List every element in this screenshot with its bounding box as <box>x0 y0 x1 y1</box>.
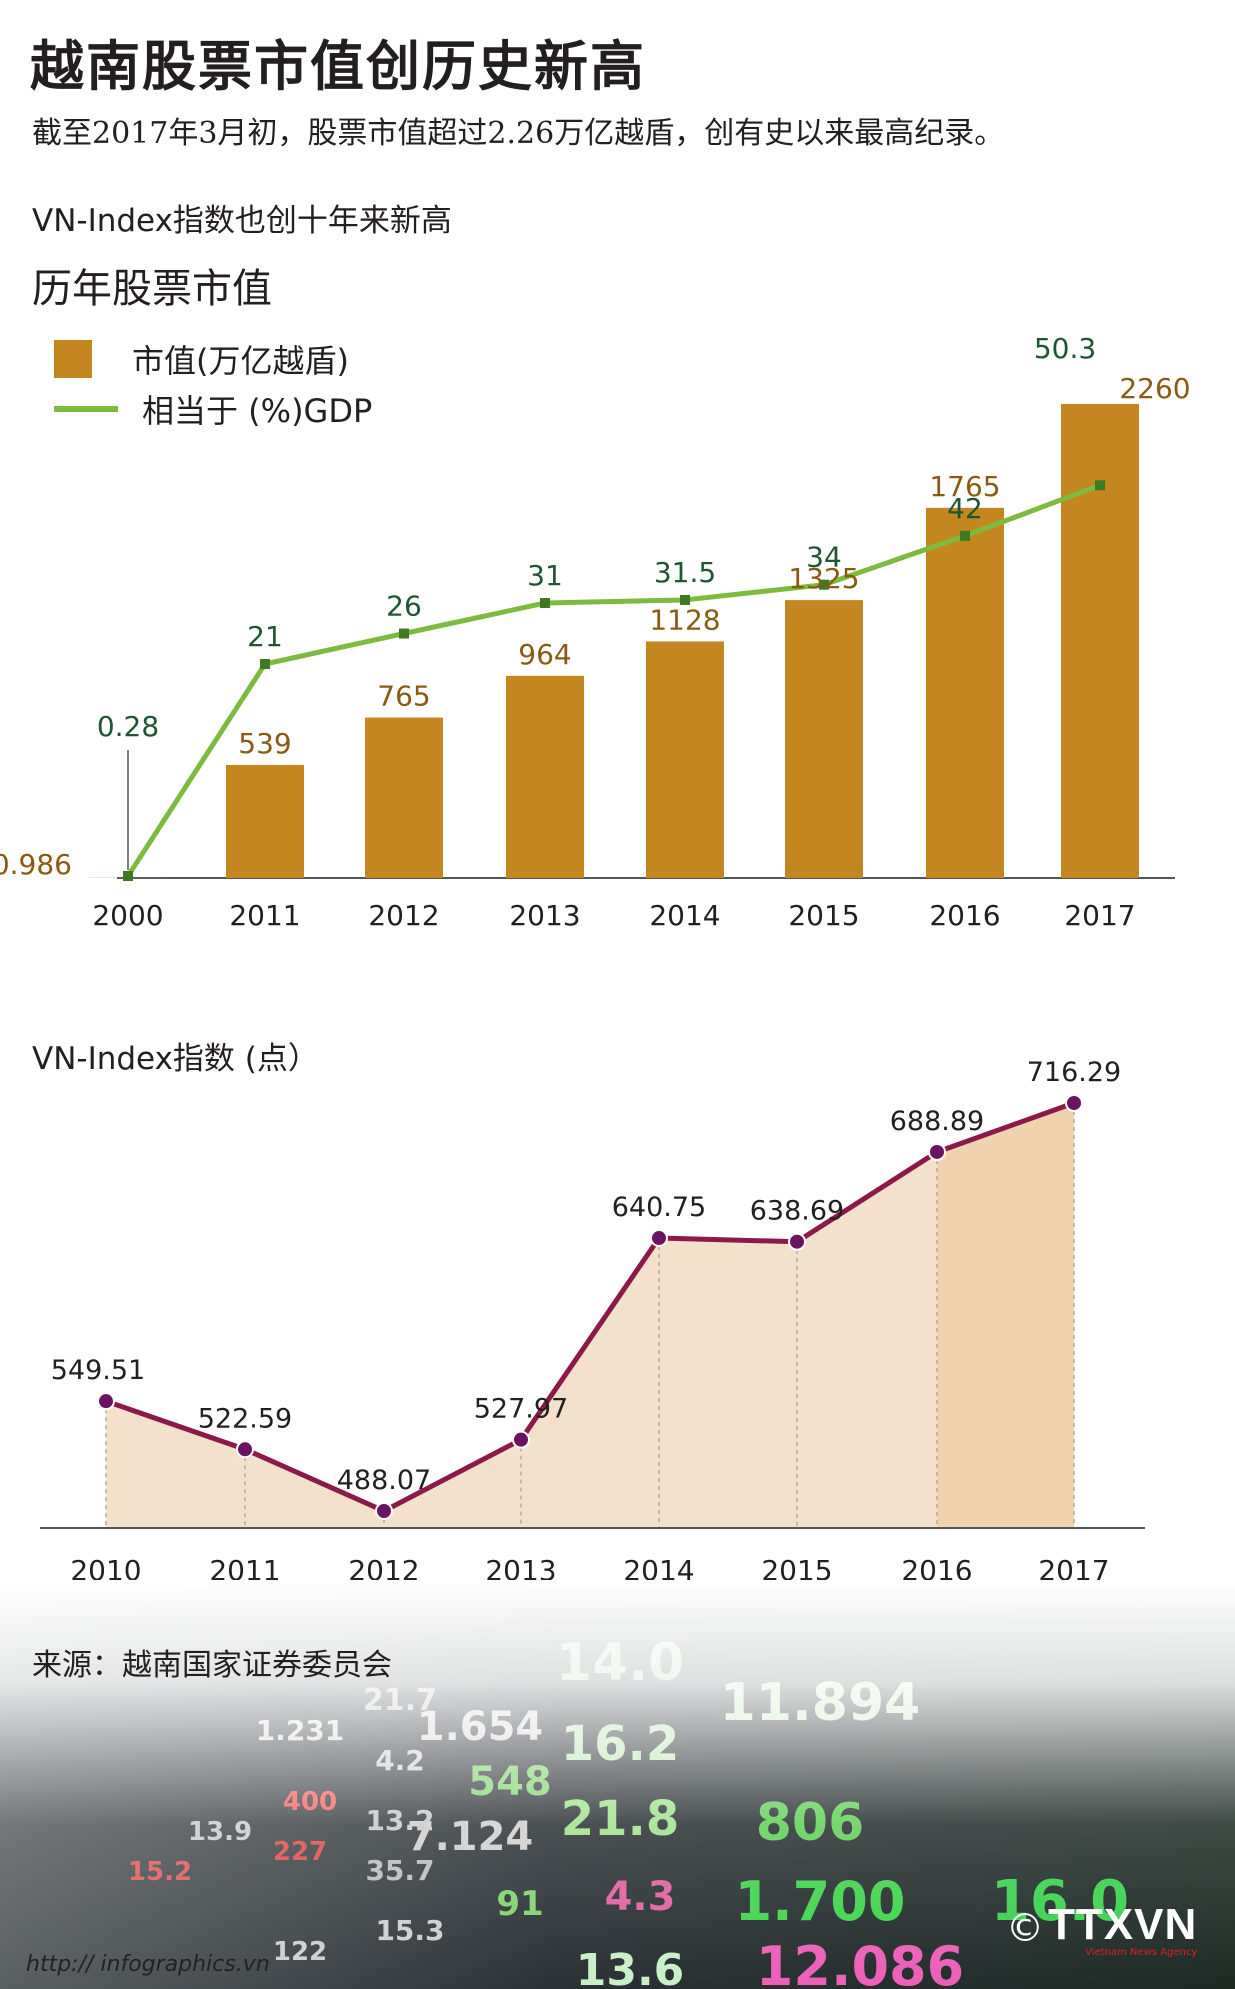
gdp-marker <box>123 871 133 881</box>
vn-index-value-label: 716.29 <box>1027 1057 1121 1088</box>
vn-index-marker <box>512 1430 530 1449</box>
x-tick-label: 2017 <box>1064 899 1135 932</box>
vn-index-marker <box>928 1142 946 1161</box>
stock-board-background: 14.011.8941.65416.254821.88067.1241.7001… <box>0 1580 1235 1989</box>
gdp-value-label: 26 <box>386 590 422 623</box>
x-tick-label: 2011 <box>229 899 300 932</box>
logo-text: TTXVN <box>1048 1900 1198 1949</box>
vn-index-value-label: 549.51 <box>51 1355 145 1386</box>
gdp-value-label: 31.5 <box>654 556 716 589</box>
gdp-marker <box>1095 480 1105 491</box>
bar-value-label: 765 <box>377 680 430 713</box>
vn-index-marker <box>1065 1094 1083 1112</box>
vn-index-marker <box>97 1392 115 1411</box>
x-tick-label: 2015 <box>788 899 859 932</box>
vn-index-value-label: 688.89 <box>890 1106 984 1137</box>
vn-index-value-label: 488.07 <box>337 1465 431 1496</box>
market-cap-chart-title: 历年股票市值 <box>32 266 272 312</box>
market-cap-bar <box>226 764 304 878</box>
gdp-marker <box>399 628 409 639</box>
legend-line-swatch <box>54 406 118 412</box>
market-cap-bar <box>926 507 1004 878</box>
logo-subtext: Vietnam News Agency <box>1085 1947 1198 1958</box>
legend-line-label: 相当于 (%)GDP <box>142 392 373 430</box>
vn-index-value-label: 527.97 <box>474 1394 568 1425</box>
copyright-symbol: © <box>1006 1906 1044 1950</box>
legend-bar-swatch <box>54 340 92 378</box>
gdp-marker <box>819 579 829 590</box>
vn-index-heading: VN-Index指数也创十年来新高 <box>32 203 452 239</box>
legend-bar-label: 市值(万亿越盾) <box>132 342 349 380</box>
market-cap-bar <box>365 717 443 878</box>
legend-line: 相当于 (%)GDP <box>54 386 372 432</box>
vn-index-value-label: 638.69 <box>750 1196 844 1227</box>
vn-index-area-highlight <box>937 1103 1074 1528</box>
gdp-line <box>125 482 1101 878</box>
x-tick-label: 2000 <box>92 899 163 932</box>
vn-index-value-label: 640.75 <box>612 1192 706 1223</box>
vn-index-line <box>105 1100 1075 1514</box>
bar-value-label: 964 <box>518 638 571 671</box>
gdp-value-label: 21 <box>247 620 283 653</box>
gdp-marker <box>960 530 970 541</box>
source-note: 来源：越南国家证券委员会 <box>32 1648 392 1683</box>
vn-index-chart-title: VN-Index指数 (点） <box>32 1041 319 1077</box>
bar-value-label: 1128 <box>649 603 720 636</box>
market-cap-chart: 0.986 539 765 964 1128 1325 1765 2260 0.28 21 26 31… <box>0 332 1191 932</box>
vn-index-marker <box>788 1232 806 1251</box>
gdp-marker <box>680 594 690 605</box>
bar-value-label: 2260 <box>1119 372 1190 405</box>
ttxvn-logo: TTXVN Vietnam News Agency <box>1048 1900 1198 1959</box>
x-tick-label: 2014 <box>649 899 720 932</box>
gdp-value-label: 42 <box>947 492 983 525</box>
market-cap-bar <box>785 600 863 878</box>
bar-value-label: 0.986 <box>0 848 72 881</box>
gdp-marker <box>540 598 550 608</box>
page-subtitle: 截至2017年3月初，股票市值超过2.26万亿越盾，创有史以来最高纪录。 <box>32 116 1005 151</box>
gdp-value-label: 31 <box>527 559 563 592</box>
gdp-value-label: 34 <box>806 541 842 574</box>
page-title: 越南股票市值创历史新高 <box>30 35 646 98</box>
x-tick-label: 2016 <box>929 899 1000 932</box>
vn-index-value-label: 522.59 <box>198 1403 292 1434</box>
legend-bar: 市值(万亿越盾) <box>54 336 349 382</box>
market-cap-bar <box>646 641 724 878</box>
bar-value-label: 539 <box>238 727 291 760</box>
gdp-value-label: 0.28 <box>97 710 159 743</box>
x-tick-label: 2013 <box>509 899 580 932</box>
bar-value-label: 1325 <box>788 562 859 595</box>
vn-index-marker <box>650 1229 668 1248</box>
market-cap-bar <box>506 675 584 878</box>
website-link[interactable]: http:// infographics.vn <box>26 1952 270 1977</box>
x-tick-label: 2012 <box>368 899 439 932</box>
vn-index-area <box>106 1151 937 1528</box>
vn-index-chart: 549.51 522.59 488.07 527.97 640.75 638.69 688.… <box>40 1057 1145 1587</box>
gdp-marker <box>260 659 270 669</box>
vn-index-marker <box>236 1440 254 1459</box>
gdp-value-label: 50.3 <box>1034 332 1096 365</box>
bar-value-label: 1765 <box>929 470 1000 503</box>
vn-index-marker <box>375 1502 393 1520</box>
